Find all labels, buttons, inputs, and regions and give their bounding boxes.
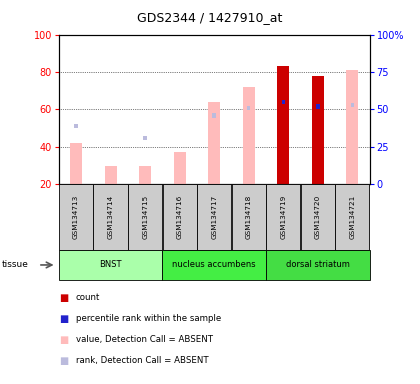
Bar [105, 166, 117, 184]
Bar [247, 106, 250, 110]
Bar [163, 184, 197, 250]
Text: GSM134713: GSM134713 [73, 195, 79, 239]
Bar [231, 184, 266, 250]
Text: GSM134717: GSM134717 [211, 195, 217, 239]
Text: GSM134714: GSM134714 [108, 195, 113, 239]
Text: GDS2344 / 1427910_at: GDS2344 / 1427910_at [137, 11, 283, 24]
Bar [59, 184, 93, 250]
Bar [173, 152, 186, 184]
Text: GSM134715: GSM134715 [142, 195, 148, 239]
Bar [74, 124, 78, 128]
Text: GSM134716: GSM134716 [177, 195, 183, 239]
Text: ■: ■ [59, 293, 68, 303]
Bar [243, 87, 255, 184]
Bar [70, 143, 82, 184]
Bar [139, 166, 151, 184]
Text: count: count [76, 293, 100, 302]
Bar [301, 184, 335, 250]
Text: GSM134718: GSM134718 [246, 195, 252, 239]
Text: percentile rank within the sample: percentile rank within the sample [76, 314, 221, 323]
Text: tissue: tissue [2, 260, 29, 270]
Text: BNST: BNST [100, 260, 122, 270]
Text: ■: ■ [59, 314, 68, 324]
Bar [312, 76, 324, 184]
Text: GSM134719: GSM134719 [280, 195, 286, 239]
Bar [59, 250, 163, 280]
Text: value, Detection Call = ABSENT: value, Detection Call = ABSENT [76, 335, 213, 344]
Bar [351, 103, 354, 107]
Bar [266, 184, 300, 250]
Bar [197, 184, 231, 250]
Bar [266, 250, 370, 280]
Bar [281, 99, 285, 104]
Bar [335, 184, 370, 250]
Text: dorsal striatum: dorsal striatum [286, 260, 350, 270]
Bar [128, 184, 162, 250]
Text: nucleus accumbens: nucleus accumbens [172, 260, 256, 270]
Bar [208, 102, 220, 184]
Bar [316, 104, 320, 109]
Text: rank, Detection Call = ABSENT: rank, Detection Call = ABSENT [76, 356, 208, 366]
Bar [93, 184, 128, 250]
Bar [163, 250, 266, 280]
Text: GSM134721: GSM134721 [349, 195, 355, 239]
Bar [346, 70, 358, 184]
Text: ■: ■ [59, 356, 68, 366]
Bar [143, 136, 147, 140]
Bar [277, 66, 289, 184]
Text: ■: ■ [59, 335, 68, 345]
Text: GSM134720: GSM134720 [315, 195, 321, 239]
Bar [213, 113, 216, 118]
